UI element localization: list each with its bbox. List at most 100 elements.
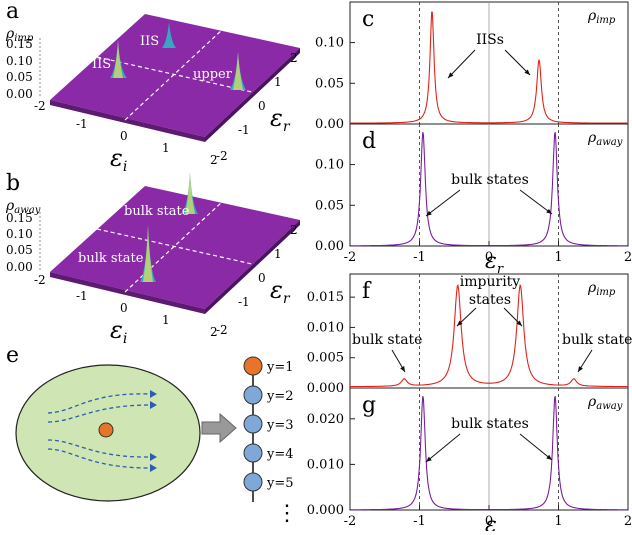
tick: 1 (162, 141, 170, 155)
label-upper: upper (193, 67, 233, 82)
panel-letter-b: b (6, 171, 20, 196)
annotation-impurity: impurity (460, 274, 521, 290)
annotation-bulk-states: bulk states (451, 416, 529, 432)
tick: -1 (76, 289, 88, 303)
z-ticks-b: 0.15 0.10 0.05 0.00 (6, 211, 33, 274)
site-labels: y=1 y=2 y=3 y=4 y=5 (266, 360, 294, 491)
impurity-dot (98, 422, 114, 438)
z-tick: 0.10 (6, 227, 33, 241)
annotation-iiss: IISs (476, 32, 504, 48)
arrow-head (546, 208, 552, 214)
surface-b (50, 186, 300, 309)
y-tick-label: 0.000 (307, 381, 344, 396)
grid-line (124, 201, 223, 293)
tick: 1 (162, 313, 170, 327)
panel-f: 0.015 0.010 0.005 0.000 f ρimp impurity states b… (307, 273, 632, 396)
panel-letter: f (362, 279, 372, 304)
arrow-icon (201, 412, 237, 444)
panel-letter: d (362, 129, 376, 154)
y-tick-label: 0.00 (315, 239, 344, 254)
panel-g: 0.020 0.010 0.000 g ρaway bulk states -2 -1 0 1 2 ε (307, 387, 632, 535)
label-bulk-state: bulk state (78, 251, 144, 266)
er-label-b: εr (270, 276, 291, 307)
y-tick-label: 0.015 (307, 290, 344, 305)
tick: -1 (76, 117, 88, 131)
rho-label: ρaway (587, 394, 623, 412)
arrow-head (426, 210, 432, 216)
peak (233, 52, 243, 90)
panel-letter: g (362, 393, 376, 418)
site-label: y=4 (266, 447, 294, 462)
peak (143, 225, 153, 282)
z-tick: 0.15 (6, 37, 33, 51)
arrow-head (578, 366, 583, 372)
tick: 1 (274, 247, 282, 261)
surface-edge (50, 272, 205, 314)
tick: 2 (290, 223, 298, 237)
panel-d: 0.10 0.05 0.00 d ρaway bulk states -2 -1 0 1 2 εr (315, 123, 632, 277)
z-tick: 0.05 (6, 243, 33, 257)
ei-ticks-b: -2 -1 0 1 2 (34, 273, 218, 339)
annotation-arrow (504, 49, 531, 76)
z-tick: 0.10 (6, 54, 33, 68)
z-ticks-a: 0.15 0.10 0.05 0.00 (6, 37, 33, 101)
site (243, 414, 263, 434)
rho-label: ρaway (587, 130, 623, 148)
tick: -2 (34, 99, 46, 113)
panel-letter-a: a (6, 0, 19, 24)
y-tick-label: 0.005 (307, 351, 344, 366)
panel-b: b ρaway 0.15 0.10 0.05 0.00 bulk state b… (5, 171, 300, 347)
x-tick-label: 0 (485, 514, 493, 529)
tick: 0 (258, 99, 266, 113)
tick: -1 (238, 123, 250, 137)
label-iis: IIS (140, 34, 159, 49)
peak (113, 40, 123, 78)
tick: 0 (120, 301, 128, 315)
y-tick-label: 0.10 (315, 36, 344, 51)
x-tick-label: 1 (554, 514, 562, 529)
site-label: y=2 (266, 389, 294, 404)
panel-e: e y=1 y=2 y=3 y=4 y=5 ⋮ (6, 343, 298, 526)
tick: -1 (238, 295, 250, 309)
arrow-head (516, 320, 522, 326)
surface-edge (205, 48, 300, 142)
er-ticks-b: 2 1 0 -1 -2 (216, 223, 298, 337)
flow-arrowheads (150, 390, 157, 472)
grid-line (96, 228, 253, 265)
series-line (350, 11, 628, 124)
tick: 2 (210, 153, 218, 167)
panel-a: a ρimp 0.15 0.10 0.05 0.00 IIS IIS upper… (5, 0, 300, 175)
annotation-arrow (425, 189, 461, 217)
y-tick-label: 0.00 (315, 117, 344, 132)
arrow-head (546, 454, 552, 460)
rho-label: ρimp (587, 280, 616, 298)
panel-c: 0.10 0.05 0.00 c ρimp IISs (315, 1, 629, 132)
peaks-b (140, 172, 198, 282)
ei-label-a: εi (110, 144, 127, 175)
x-tick-label: -1 (413, 514, 426, 529)
surface-edge (205, 220, 300, 314)
rho-label: ρimp (587, 8, 616, 26)
surface-a (50, 14, 300, 137)
annotation-arrow (425, 433, 461, 463)
tick: -2 (34, 273, 46, 287)
er-ticks-a: 2 1 0 -1 -2 (216, 51, 298, 163)
tick: 2 (210, 325, 218, 339)
z-tick: 0.15 (6, 211, 33, 225)
annotation-arrow (519, 189, 553, 215)
arrow-head (400, 366, 405, 372)
site-label: y=1 (266, 360, 294, 375)
site-label: y=3 (266, 418, 294, 433)
site (243, 472, 263, 492)
y-tick-label: 0.05 (315, 198, 344, 213)
z-tick: 0.00 (6, 87, 33, 101)
x-axis-label: εr (485, 249, 504, 277)
er-label-a: εr (270, 104, 291, 135)
y-tick-label: 0.05 (315, 76, 344, 91)
bulk-state-left: bulk state (352, 332, 422, 348)
grid-line (96, 56, 253, 93)
ei-label-b: εi (110, 316, 127, 347)
panel-letter: c (362, 7, 374, 32)
